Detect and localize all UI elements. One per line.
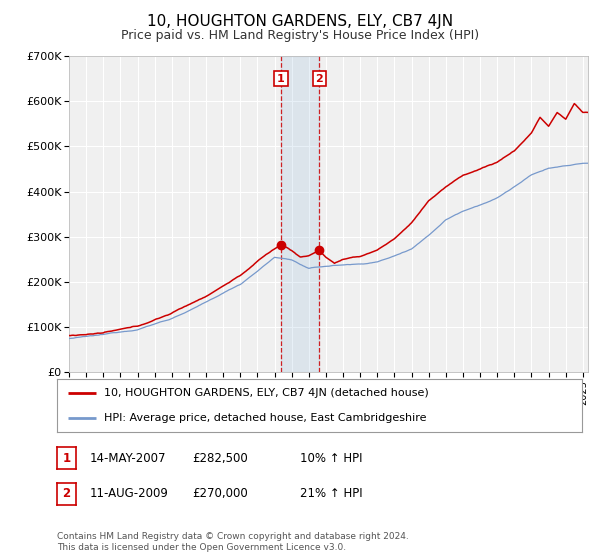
Text: 2: 2	[316, 73, 323, 83]
Text: £282,500: £282,500	[192, 451, 248, 465]
Text: 10, HOUGHTON GARDENS, ELY, CB7 4JN: 10, HOUGHTON GARDENS, ELY, CB7 4JN	[147, 14, 453, 29]
Text: 10% ↑ HPI: 10% ↑ HPI	[300, 451, 362, 465]
Text: HPI: Average price, detached house, East Cambridgeshire: HPI: Average price, detached house, East…	[104, 413, 427, 423]
Text: £270,000: £270,000	[192, 487, 248, 501]
Text: 1: 1	[62, 451, 71, 465]
Text: 21% ↑ HPI: 21% ↑ HPI	[300, 487, 362, 501]
Text: 11-AUG-2009: 11-AUG-2009	[90, 487, 169, 501]
Bar	[281, 56, 319, 372]
Text: 1: 1	[277, 73, 285, 83]
Text: This data is licensed under the Open Government Licence v3.0.: This data is licensed under the Open Gov…	[57, 543, 346, 552]
Text: 10, HOUGHTON GARDENS, ELY, CB7 4JN (detached house): 10, HOUGHTON GARDENS, ELY, CB7 4JN (deta…	[104, 389, 429, 399]
Text: Contains HM Land Registry data © Crown copyright and database right 2024.: Contains HM Land Registry data © Crown c…	[57, 532, 409, 541]
Text: 2: 2	[62, 487, 71, 501]
Text: 14-MAY-2007: 14-MAY-2007	[90, 451, 167, 465]
Text: Price paid vs. HM Land Registry's House Price Index (HPI): Price paid vs. HM Land Registry's House …	[121, 29, 479, 42]
